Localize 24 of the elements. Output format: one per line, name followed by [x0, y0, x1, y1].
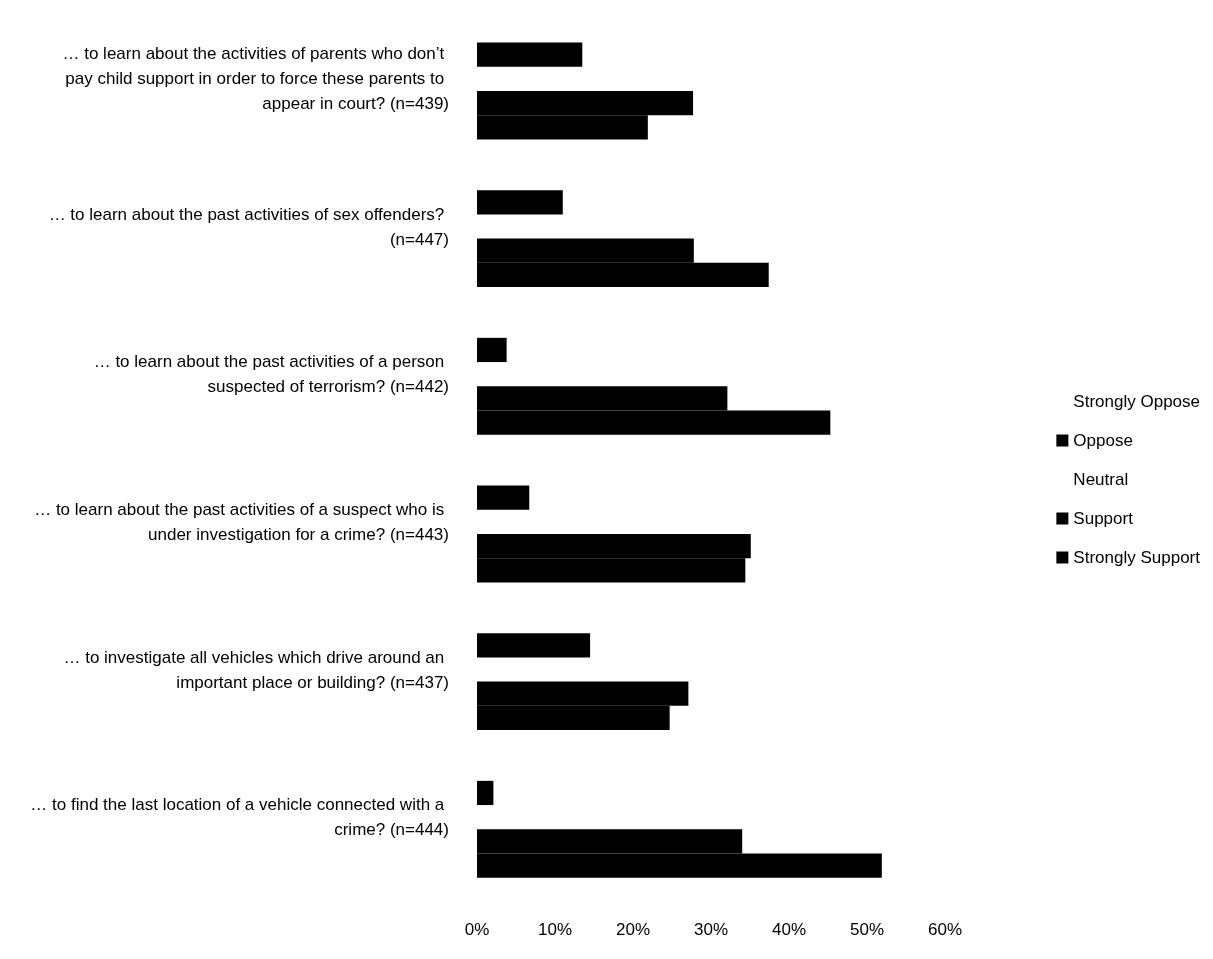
- bar: [477, 485, 530, 510]
- x-tick-label: 20%: [615, 920, 651, 939]
- legend-label: Oppose: [1073, 431, 1133, 450]
- y-tick-label: … to find the last location of a vehicle connected with a crime? (n=444): [30, 795, 449, 840]
- y-tick-label: … to investigate all vehicles which drive around an important place or building? (n=437): [63, 647, 449, 692]
- text: Strongly Oppose: [1073, 392, 1201, 411]
- bar: [477, 780, 494, 806]
- x-tick-label: 60%: [927, 920, 963, 939]
- text: Neutral: [1073, 470, 1129, 489]
- bar: [477, 42, 583, 67]
- bar: [477, 337, 507, 363]
- y-tick-label: … to learn about the activities of parents who don’t pay child support in order to force these parents to appear in court? (n=439): [62, 44, 449, 114]
- legend-label: Strongly Support: [1073, 548, 1201, 567]
- y-tick-label: … to learn about the past activities of a suspect who is under investigation for a crime? (n=443): [34, 499, 449, 544]
- bar: [477, 633, 591, 658]
- x-tick-label: 30%: [693, 920, 729, 939]
- x-tick-label: 10%: [537, 920, 573, 939]
- y-tick-label: … to learn about the past activities of a person suspected of terrorism? (n=442): [93, 352, 449, 397]
- legend-label: Support: [1073, 509, 1134, 528]
- bar: [477, 190, 563, 215]
- y-tick-label: … to learn about the past activities of sex offenders? (n=447): [48, 204, 449, 249]
- x-tick-label: 0%: [464, 920, 490, 939]
- x-tick-label: 50%: [849, 920, 885, 939]
- x-tick-label: 40%: [771, 920, 807, 939]
